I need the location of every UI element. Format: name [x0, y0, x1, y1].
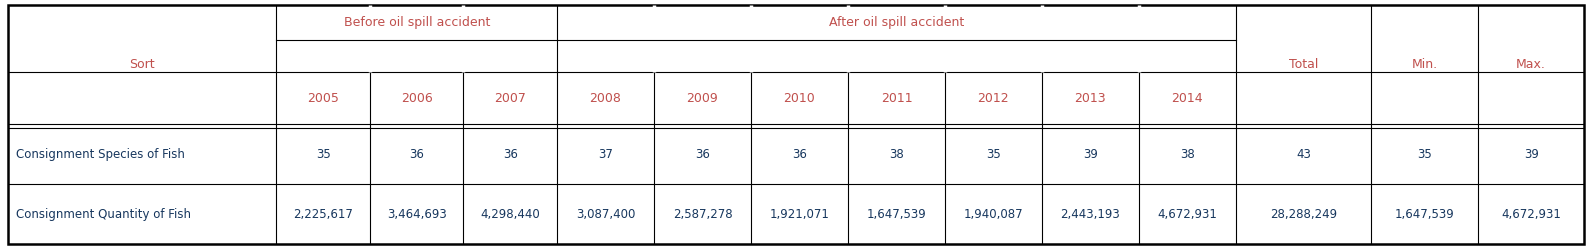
Text: 2,587,278: 2,587,278: [673, 208, 732, 221]
Text: 2011: 2011: [880, 92, 912, 105]
Text: 39: 39: [1083, 148, 1098, 161]
Text: 4,672,931: 4,672,931: [1157, 208, 1218, 221]
Text: 2006: 2006: [401, 92, 433, 105]
Text: Consignment Species of Fish: Consignment Species of Fish: [16, 148, 185, 161]
Text: Min.: Min.: [1412, 58, 1438, 71]
Text: 2008: 2008: [589, 92, 621, 105]
Text: 3,464,693: 3,464,693: [387, 208, 447, 221]
Text: 36: 36: [409, 148, 423, 161]
Text: Max.: Max.: [1516, 58, 1546, 71]
Text: 2007: 2007: [494, 92, 527, 105]
Text: 35: 35: [315, 148, 331, 161]
Text: After oil spill accident: After oil spill accident: [829, 16, 965, 29]
Text: 35: 35: [985, 148, 1001, 161]
Text: 4,672,931: 4,672,931: [1501, 208, 1562, 221]
Text: 3,087,400: 3,087,400: [576, 208, 635, 221]
Text: 1,940,087: 1,940,087: [963, 208, 1024, 221]
Text: 38: 38: [888, 148, 904, 161]
Text: 1,647,539: 1,647,539: [1395, 208, 1455, 221]
Text: 36: 36: [696, 148, 710, 161]
Text: Total: Total: [1290, 58, 1318, 71]
Text: Sort: Sort: [129, 58, 154, 71]
Text: 36: 36: [503, 148, 517, 161]
Text: 37: 37: [599, 148, 613, 161]
Text: 4,298,440: 4,298,440: [481, 208, 540, 221]
Text: 2012: 2012: [977, 92, 1009, 105]
Text: 2,443,193: 2,443,193: [1060, 208, 1121, 221]
Text: 43: 43: [1296, 148, 1310, 161]
Text: 2013: 2013: [1075, 92, 1106, 105]
Text: 36: 36: [793, 148, 807, 161]
Text: 1,647,539: 1,647,539: [866, 208, 927, 221]
Text: 2010: 2010: [783, 92, 815, 105]
Text: Before oil spill accident: Before oil spill accident: [344, 16, 490, 29]
Text: 2009: 2009: [686, 92, 718, 105]
Text: 38: 38: [1180, 148, 1194, 161]
Text: 35: 35: [1417, 148, 1433, 161]
Text: Consignment Quantity of Fish: Consignment Quantity of Fish: [16, 208, 191, 221]
Text: 39: 39: [1524, 148, 1538, 161]
Text: 2014: 2014: [1172, 92, 1204, 105]
Text: 2,225,617: 2,225,617: [293, 208, 353, 221]
Text: 28,288,249: 28,288,249: [1270, 208, 1337, 221]
Text: 2005: 2005: [307, 92, 339, 105]
Text: 1,921,071: 1,921,071: [769, 208, 829, 221]
